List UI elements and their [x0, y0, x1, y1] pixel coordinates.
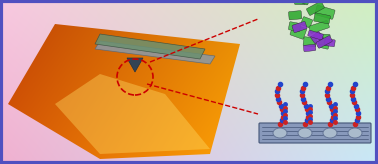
Polygon shape	[95, 41, 215, 64]
Polygon shape	[55, 74, 210, 154]
FancyBboxPatch shape	[294, 0, 305, 5]
FancyBboxPatch shape	[301, 17, 313, 28]
FancyBboxPatch shape	[318, 39, 330, 49]
FancyBboxPatch shape	[307, 1, 324, 15]
Ellipse shape	[323, 128, 337, 138]
FancyBboxPatch shape	[309, 20, 329, 33]
Ellipse shape	[298, 128, 312, 138]
FancyBboxPatch shape	[311, 31, 324, 44]
Ellipse shape	[348, 128, 362, 138]
FancyBboxPatch shape	[288, 22, 301, 31]
FancyBboxPatch shape	[288, 11, 302, 20]
FancyBboxPatch shape	[259, 123, 371, 143]
FancyBboxPatch shape	[308, 30, 323, 40]
FancyBboxPatch shape	[315, 5, 335, 19]
Polygon shape	[127, 58, 143, 72]
FancyBboxPatch shape	[304, 44, 316, 52]
FancyBboxPatch shape	[303, 37, 316, 47]
FancyBboxPatch shape	[293, 0, 311, 5]
FancyBboxPatch shape	[319, 34, 330, 45]
FancyBboxPatch shape	[292, 21, 307, 33]
Ellipse shape	[273, 128, 287, 138]
FancyBboxPatch shape	[324, 39, 335, 47]
FancyBboxPatch shape	[316, 36, 332, 48]
FancyBboxPatch shape	[314, 13, 330, 24]
FancyBboxPatch shape	[290, 24, 307, 39]
Polygon shape	[95, 34, 205, 59]
